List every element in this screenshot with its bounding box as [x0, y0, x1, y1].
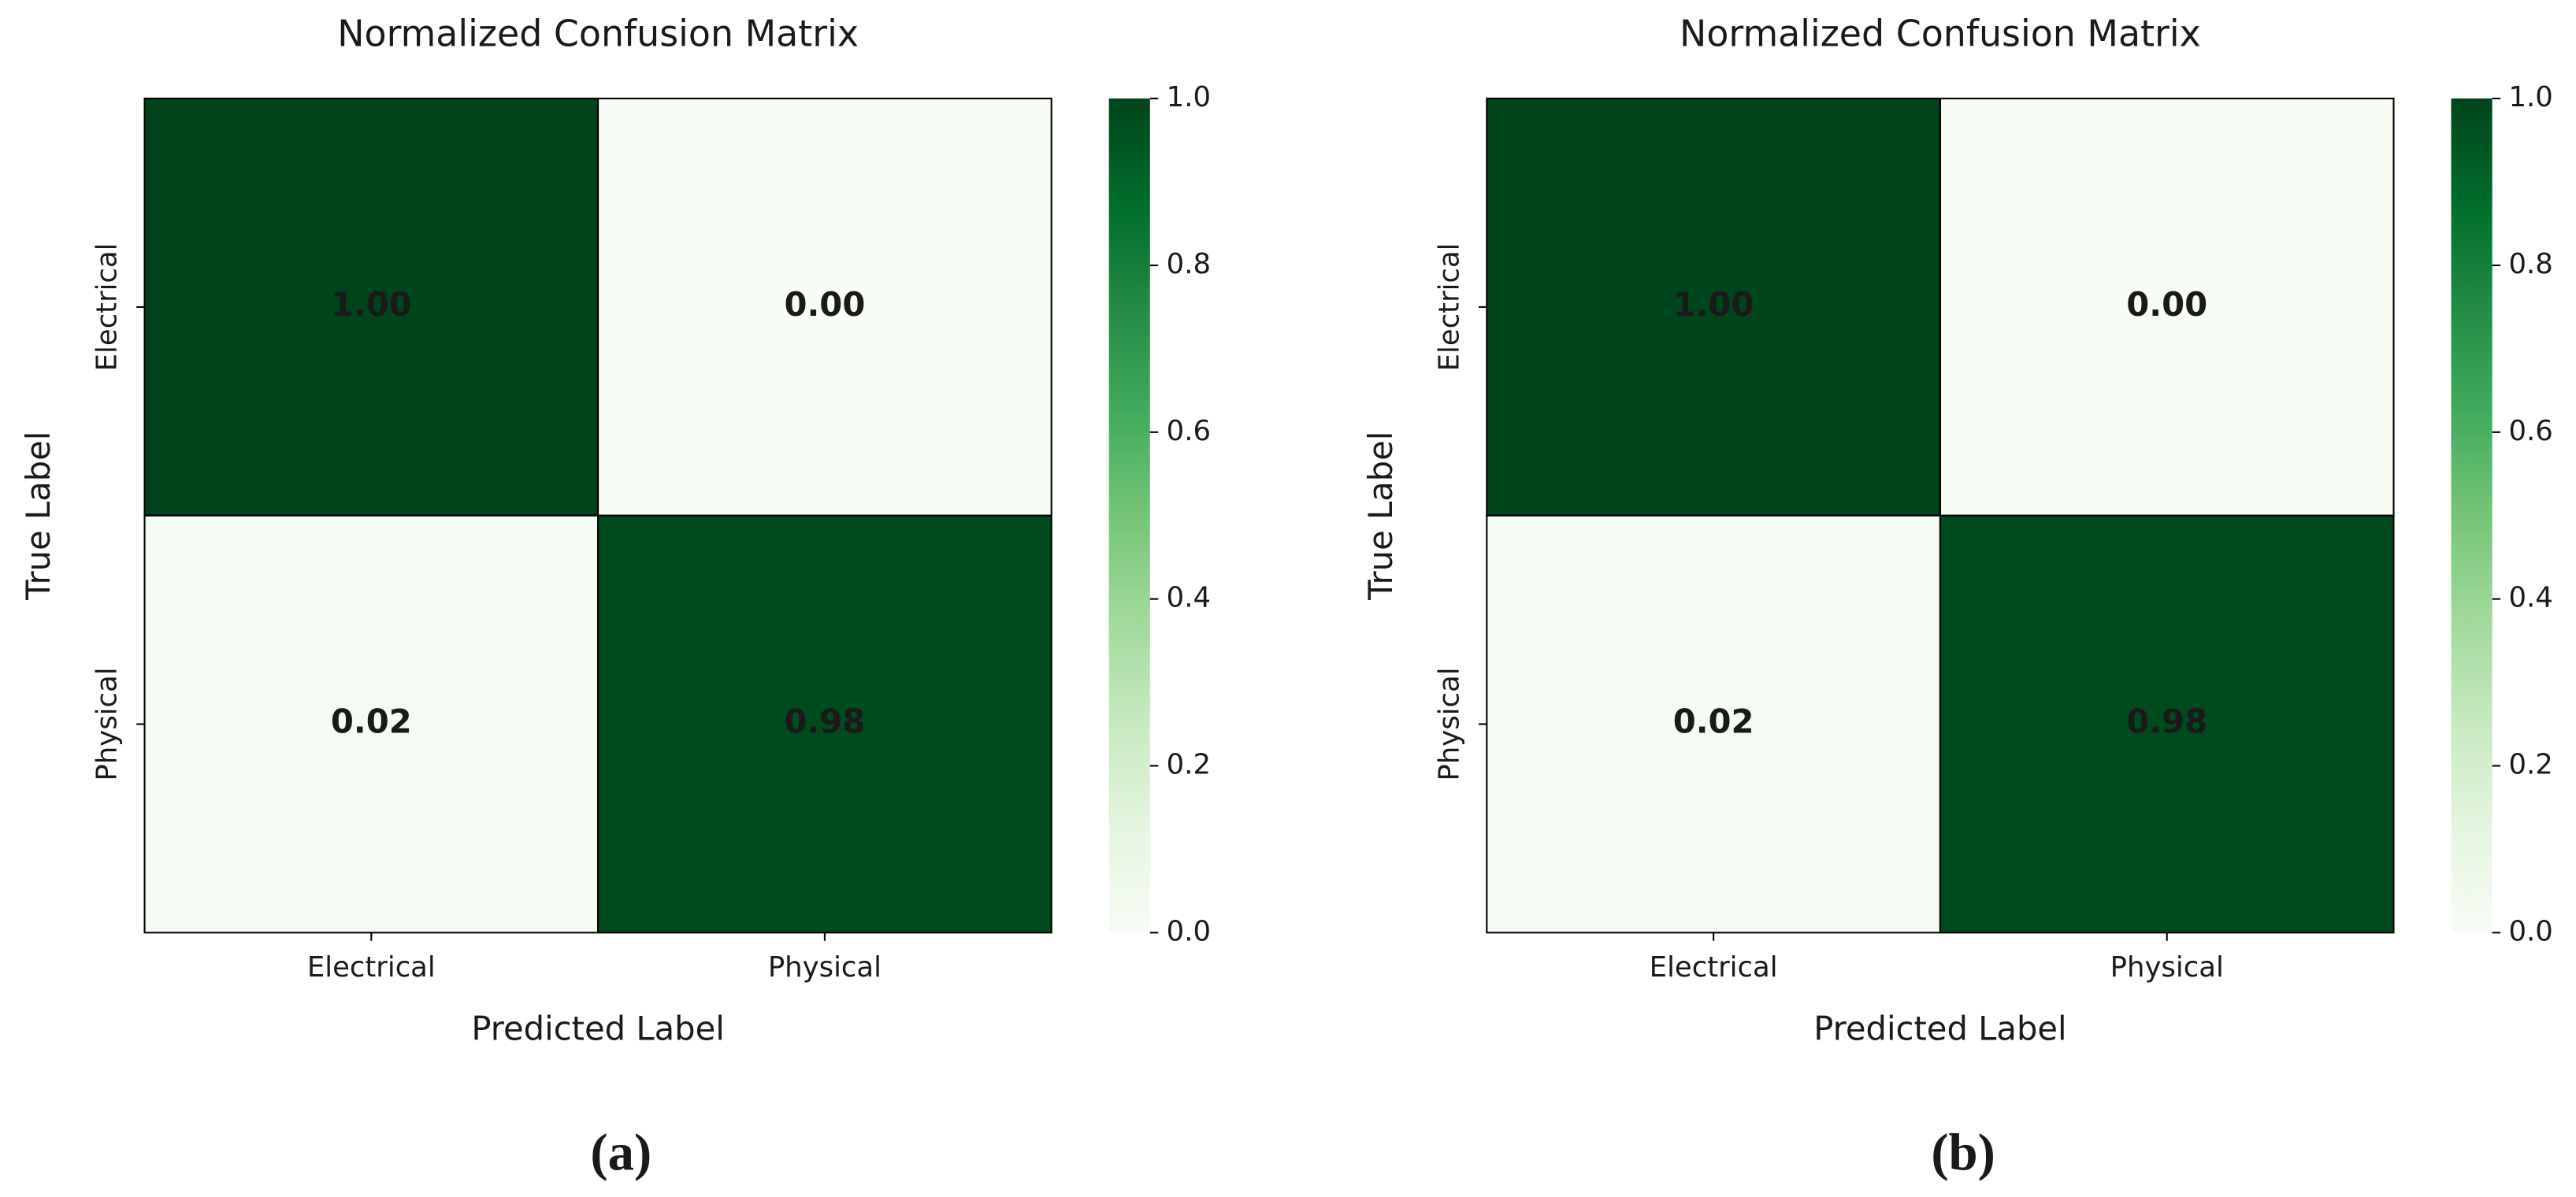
panel-caption: (a)	[590, 1124, 651, 1181]
colorbar-tick-label: 0.4	[2508, 582, 2552, 614]
cell-label: 0.98	[2126, 702, 2207, 741]
panel-caption: (b)	[1931, 1124, 1995, 1181]
colorbar-tick-label: 0.0	[1167, 915, 1211, 947]
cell-label: 0.00	[784, 285, 865, 324]
heatmap-cell	[1939, 514, 2395, 934]
cell-label: 0.98	[784, 702, 865, 741]
heatmap-cell	[1486, 98, 1941, 517]
colorbar-tick-label: 0.8	[1167, 248, 1211, 280]
chart-title: Normalized Confusion Matrix	[337, 12, 859, 54]
x-tick-label: Electrical	[307, 951, 436, 984]
colorbar-tick-label: 0.0	[2508, 915, 2552, 947]
x-tick-label: Physical	[2110, 951, 2224, 984]
heatmap-cell	[597, 514, 1052, 934]
colorbar-tick-label: 0.8	[2508, 248, 2552, 280]
cell-label: 0.02	[1673, 702, 1754, 741]
colorbar-tick-label: 1.0	[2508, 81, 2552, 113]
y-axis-label: True Label	[1361, 432, 1400, 601]
colorbar-tick-label: 0.2	[1167, 748, 1211, 780]
y-tick-label: Electrical	[1433, 243, 1465, 371]
cell-label: 1.00	[1673, 285, 1754, 324]
x-axis-label: Predicted Label	[1813, 1009, 2066, 1047]
cell-label: 0.00	[2126, 285, 2207, 324]
heatmap-panel: Normalized Confusion Matrix 1.00 0.00 0.02 0…	[1361, 12, 2553, 1181]
y-tick-label: Physical	[91, 667, 124, 780]
heatmap-cell	[1939, 98, 2395, 517]
y-tick-label: Physical	[1433, 667, 1465, 780]
heatmap-cell	[143, 98, 599, 517]
colorbar-tick-label: 1.0	[1167, 81, 1211, 113]
colorbar-tick-label: 0.2	[2508, 748, 2552, 780]
x-tick-label: Physical	[768, 951, 882, 984]
heatmap-cell	[143, 514, 599, 934]
y-tick-label: Electrical	[91, 243, 124, 371]
cell-label: 0.02	[331, 702, 412, 741]
colorbar-tick-label: 0.4	[1167, 582, 1211, 614]
x-tick-label: Electrical	[1650, 951, 1778, 984]
colorbar	[1108, 98, 1150, 933]
heatmap-cell	[597, 98, 1052, 517]
cell-label: 1.00	[331, 285, 412, 324]
y-axis-label: True Label	[19, 432, 58, 601]
x-axis-label: Predicted Label	[471, 1009, 724, 1047]
colorbar	[2451, 98, 2492, 933]
chart-title: Normalized Confusion Matrix	[1680, 12, 2201, 54]
heatmap-cell	[1486, 514, 1941, 934]
colorbar-tick-label: 0.6	[1167, 415, 1211, 447]
heatmap-panel: Normalized Confusion Matrix 1.00 0.00 0.02 0…	[19, 12, 1211, 1181]
colorbar-tick-label: 0.6	[2508, 415, 2552, 447]
